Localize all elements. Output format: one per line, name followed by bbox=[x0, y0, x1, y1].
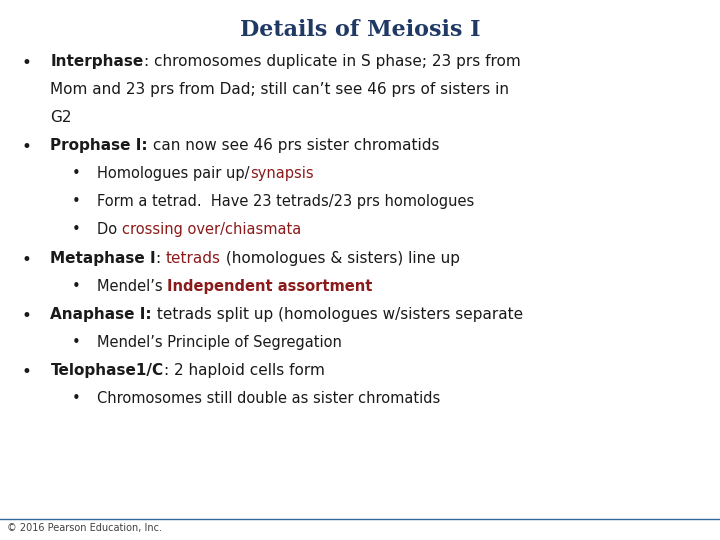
Text: can now see 46 prs sister chromatids: can now see 46 prs sister chromatids bbox=[148, 138, 439, 153]
Text: Mom and 23 prs from Dad; still can’t see 46 prs of sisters in: Mom and 23 prs from Dad; still can’t see… bbox=[50, 82, 510, 97]
Text: crossing over/chiasmata: crossing over/chiasmata bbox=[122, 222, 301, 238]
Text: •: • bbox=[72, 335, 81, 350]
Text: G2: G2 bbox=[50, 110, 72, 125]
Text: •: • bbox=[72, 222, 81, 238]
Text: Anaphase I:: Anaphase I: bbox=[50, 307, 152, 322]
Text: : 2 haploid cells form: : 2 haploid cells form bbox=[163, 363, 325, 378]
Text: Interphase: Interphase bbox=[50, 54, 144, 69]
Text: : chromosomes duplicate in S phase; 23 prs from: : chromosomes duplicate in S phase; 23 p… bbox=[144, 54, 521, 69]
Text: •: • bbox=[22, 363, 32, 381]
Text: © 2016 Pearson Education, Inc.: © 2016 Pearson Education, Inc. bbox=[7, 523, 162, 533]
Text: Mendel’s Principle of Segregation: Mendel’s Principle of Segregation bbox=[97, 335, 342, 350]
Text: (homologues & sisters) line up: (homologues & sisters) line up bbox=[221, 251, 460, 266]
Text: Prophase I:: Prophase I: bbox=[50, 138, 148, 153]
Text: Metaphase I: Metaphase I bbox=[50, 251, 156, 266]
Text: •: • bbox=[72, 391, 81, 406]
Text: •: • bbox=[22, 307, 32, 325]
Text: •: • bbox=[72, 166, 81, 181]
Text: Details of Meiosis I: Details of Meiosis I bbox=[240, 19, 480, 41]
Text: •: • bbox=[22, 138, 32, 156]
Text: :: : bbox=[156, 251, 166, 266]
Text: Telophase1/C: Telophase1/C bbox=[50, 363, 163, 378]
Text: synapsis: synapsis bbox=[250, 166, 313, 181]
Text: Homologues pair up/: Homologues pair up/ bbox=[97, 166, 250, 181]
Text: Form a tetrad.  Have 23 tetrads/23 prs homologues: Form a tetrad. Have 23 tetrads/23 prs ho… bbox=[97, 194, 474, 210]
Text: •: • bbox=[72, 194, 81, 210]
Text: Chromosomes still double as sister chromatids: Chromosomes still double as sister chrom… bbox=[97, 391, 441, 406]
Text: Independent assortment: Independent assortment bbox=[168, 279, 373, 294]
Text: Do: Do bbox=[97, 222, 122, 238]
Text: •: • bbox=[22, 54, 32, 72]
Text: •: • bbox=[22, 251, 32, 268]
Text: Mendel’s: Mendel’s bbox=[97, 279, 168, 294]
Text: tetrads split up (homologues w/sisters separate: tetrads split up (homologues w/sisters s… bbox=[152, 307, 523, 322]
Text: tetrads: tetrads bbox=[166, 251, 221, 266]
Text: •: • bbox=[72, 279, 81, 294]
